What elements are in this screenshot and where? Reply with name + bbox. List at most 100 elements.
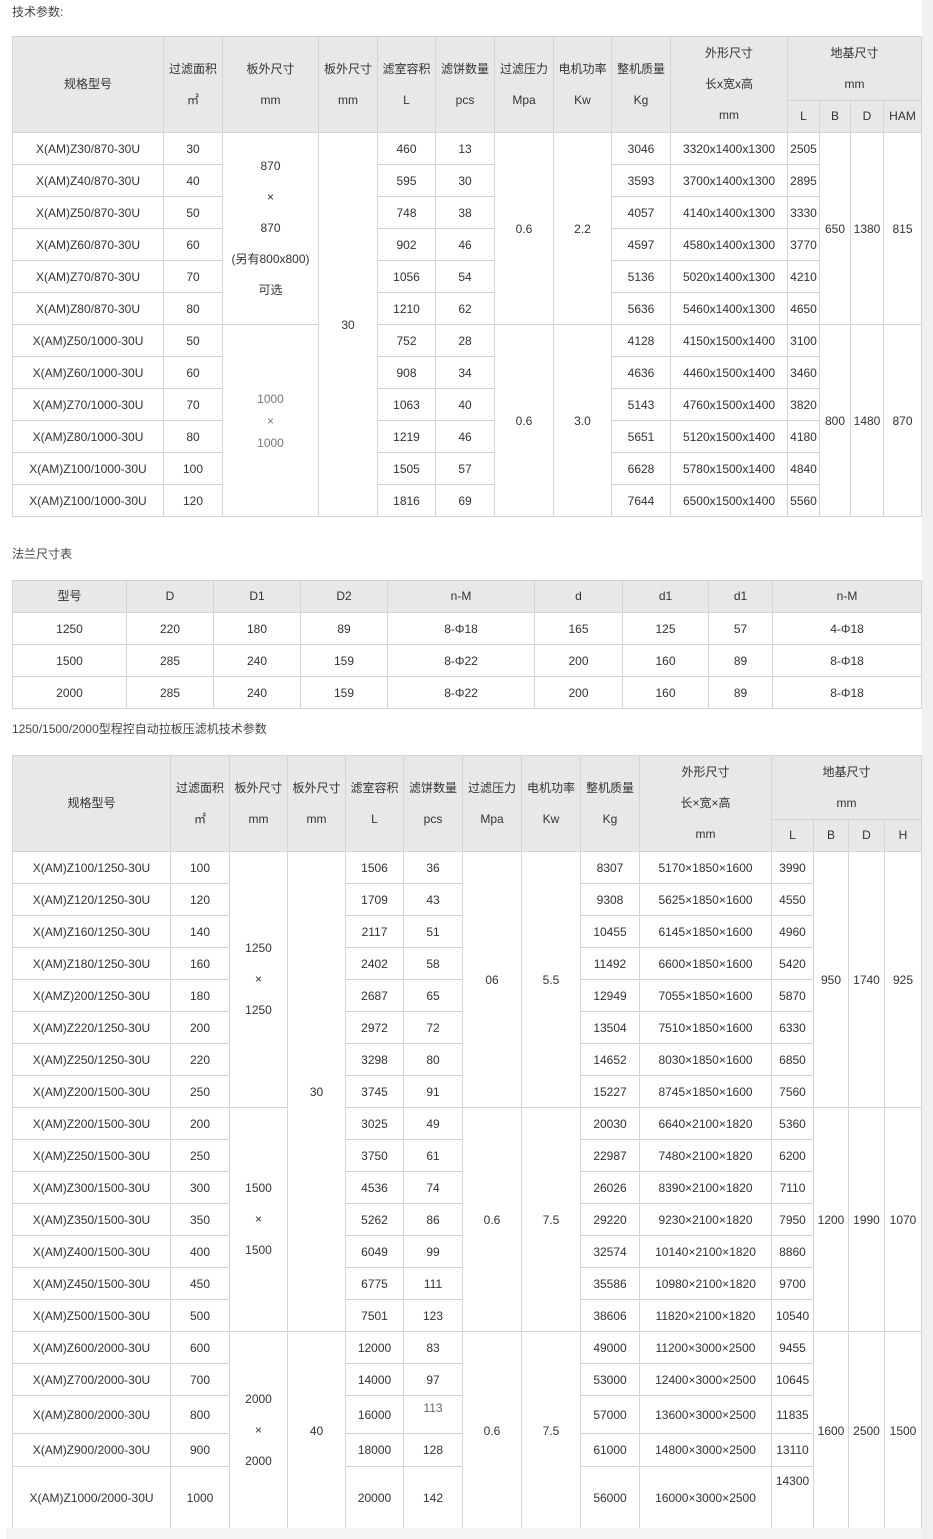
dimensions-cell: 13600×3000×2500 <box>639 1395 772 1434</box>
header-plate-size: 板外尺寸 mm <box>222 36 319 133</box>
model-cell: X(AM)Z70/870-30U <box>12 260 164 293</box>
flange-cell: 4-Φ18 <box>772 612 922 645</box>
model-cell: X(AM)Z700/2000-30U <box>12 1363 171 1396</box>
header-foundation-b: B <box>813 819 849 852</box>
model-cell: X(AM)Z50/1000-30U <box>12 324 164 357</box>
mass-cell: 20030 <box>580 1107 640 1140</box>
foundation-l-cell: 3460 <box>787 356 820 389</box>
flange-cell: 8-Φ18 <box>772 676 922 709</box>
dimensions-cell: 5625×1850×1600 <box>639 883 772 916</box>
header-cakes: 滤饼数量 pcs <box>435 36 495 133</box>
volume-cell: 5262 <box>345 1203 404 1236</box>
cakes-cell: 49 <box>403 1107 463 1140</box>
model-cell: X(AM)Z200/1500-30U <box>12 1075 171 1108</box>
mass-cell: 35586 <box>580 1267 640 1300</box>
volume-cell: 3745 <box>345 1075 404 1108</box>
mass-cell: 10455 <box>580 915 640 948</box>
foundation-b-cell: 800 <box>819 324 851 517</box>
table-row: X(AM)Z100/1250-30U 100 1250 × 1250 30 1506 36… <box>12 851 923 1332</box>
mass-cell: 49000 <box>580 1331 640 1364</box>
model-cell: X(AM)Z180/1250-30U <box>12 947 171 980</box>
foundation-l-cell: 5560 <box>787 484 820 517</box>
area-cell: 600 <box>170 1331 230 1364</box>
table-row: X(AM)Z700/2000-30U 700 14000 97 53000 12400×3… <box>12 1363 922 1396</box>
volume-cell: 908 <box>377 356 436 389</box>
cakes-cell: 123 <box>403 1299 463 1332</box>
volume-cell: 20000 <box>345 1466 404 1530</box>
header-cell: d <box>534 580 623 613</box>
foundation-l-cell: 3330 <box>787 196 820 229</box>
header-dims: 外形尺寸 长x宽x高 mm <box>670 36 788 133</box>
dimensions-cell: 10140×2100×1820 <box>639 1235 772 1268</box>
flange-cell: 159 <box>300 676 388 709</box>
model-cell: X(AM)Z900/2000-30U <box>12 1433 171 1467</box>
volume-cell: 1219 <box>377 420 436 453</box>
pressure-cell: 0.6 <box>462 1331 522 1530</box>
foundation-l-cell: 4180 <box>787 420 820 453</box>
foundation-h-cell: 1070 <box>883 1107 923 1332</box>
area-cell: 80 <box>163 420 223 453</box>
area-cell: 700 <box>170 1363 230 1396</box>
mass-cell: 13504 <box>580 1011 640 1044</box>
dimensions-cell: 6600×1850×1600 <box>639 947 772 980</box>
dimensions-cell: 16000×3000×2500 <box>639 1466 772 1530</box>
header-frame: 板外尺寸 mm <box>318 36 378 133</box>
flange-cell: 8-Φ22 <box>387 676 535 709</box>
header-cell: D2 <box>300 580 388 613</box>
area-cell: 80 <box>163 292 223 325</box>
vertical-scrollbar[interactable] <box>922 0 933 1539</box>
cakes-cell: 62 <box>435 292 495 325</box>
table-row: X(AM)Z80/1000-30U 80 1219 46 5651 5120x1500x1… <box>12 420 922 453</box>
flange-cell: 2000 <box>12 676 127 709</box>
foundation-l-cell: 2895 <box>787 164 820 197</box>
volume-cell: 2402 <box>345 947 404 980</box>
model-cell: X(AM)Z1000/2000-30U <box>12 1466 171 1530</box>
table-row: X(AM)Z300/1500-30U 300 4536 74 26026 8390×210… <box>12 1171 922 1204</box>
volume-cell: 18000 <box>345 1433 404 1467</box>
header-frame: 板外尺寸 mm <box>287 755 346 852</box>
model-cell: X(AMZ)200/1250-30U <box>12 979 171 1012</box>
area-cell: 70 <box>163 260 223 293</box>
dimensions-cell: 11200×3000×2500 <box>639 1331 772 1364</box>
header-foundation-b: B <box>819 100 851 133</box>
frame-size-cell: 30 <box>318 132 378 517</box>
table-row: X(AM)Z200/1500-30U 250 3745 91 15227 8745×185… <box>12 1075 922 1108</box>
table-row: X(AM)Z250/1500-30U 250 3750 61 22987 7480×210… <box>12 1139 922 1172</box>
header-foundation-ham: HAM <box>882 100 923 133</box>
flange-cell: 57 <box>708 612 773 645</box>
power-cell: 3.0 <box>553 324 612 517</box>
cakes-cell: 128 <box>403 1433 463 1467</box>
power-cell: 2.2 <box>553 132 612 325</box>
model-cell: X(AM)Z30/870-30U <box>12 132 164 165</box>
mass-cell: 61000 <box>580 1433 640 1467</box>
cakes-cell: 43 <box>403 883 463 916</box>
foundation-l-cell: 2505 <box>787 132 820 165</box>
model-cell: X(AM)Z120/1250-30U <box>12 883 171 916</box>
dimensions-cell: 12400×3000×2500 <box>639 1363 772 1396</box>
model-cell: X(AM)Z220/1250-30U <box>12 1011 171 1044</box>
volume-cell: 752 <box>377 324 436 357</box>
header-cell: n-M <box>772 580 922 613</box>
cakes-cell: 46 <box>435 420 495 453</box>
flange-cell: 285 <box>126 644 214 677</box>
foundation-l-cell: 11835 <box>771 1395 814 1434</box>
mass-cell: 4597 <box>611 228 671 261</box>
header-cell: d1 <box>622 580 709 613</box>
foundation-l-cell: 3770 <box>787 228 820 261</box>
header-area: 过滤面积 ㎡ <box>163 36 223 133</box>
dimensions-cell: 7510×1850×1600 <box>639 1011 772 1044</box>
table-row: X(AM)Z60/1000-30U 60 908 34 4636 4460x1500x14… <box>12 356 922 389</box>
area-cell: 350 <box>170 1203 230 1236</box>
dimensions-cell: 4460x1500x1400 <box>670 356 788 389</box>
area-cell: 100 <box>163 452 223 485</box>
dimensions-cell: 9230×2100×1820 <box>639 1203 772 1236</box>
dimensions-cell: 3320x1400x1300 <box>670 132 788 165</box>
volume-cell: 1210 <box>377 292 436 325</box>
flange-cell: 8-Φ18 <box>387 612 535 645</box>
plate-size-cell: 870 × 870 (另有800x800) 可选 <box>222 132 319 325</box>
table-row: X(AM)Z220/1250-30U 200 2972 72 13504 7510×185… <box>12 1011 922 1044</box>
foundation-h-cell: 870 <box>882 324 923 517</box>
model-cell: X(AM)Z350/1500-30U <box>12 1203 171 1236</box>
cakes-cell: 36 <box>403 851 463 884</box>
